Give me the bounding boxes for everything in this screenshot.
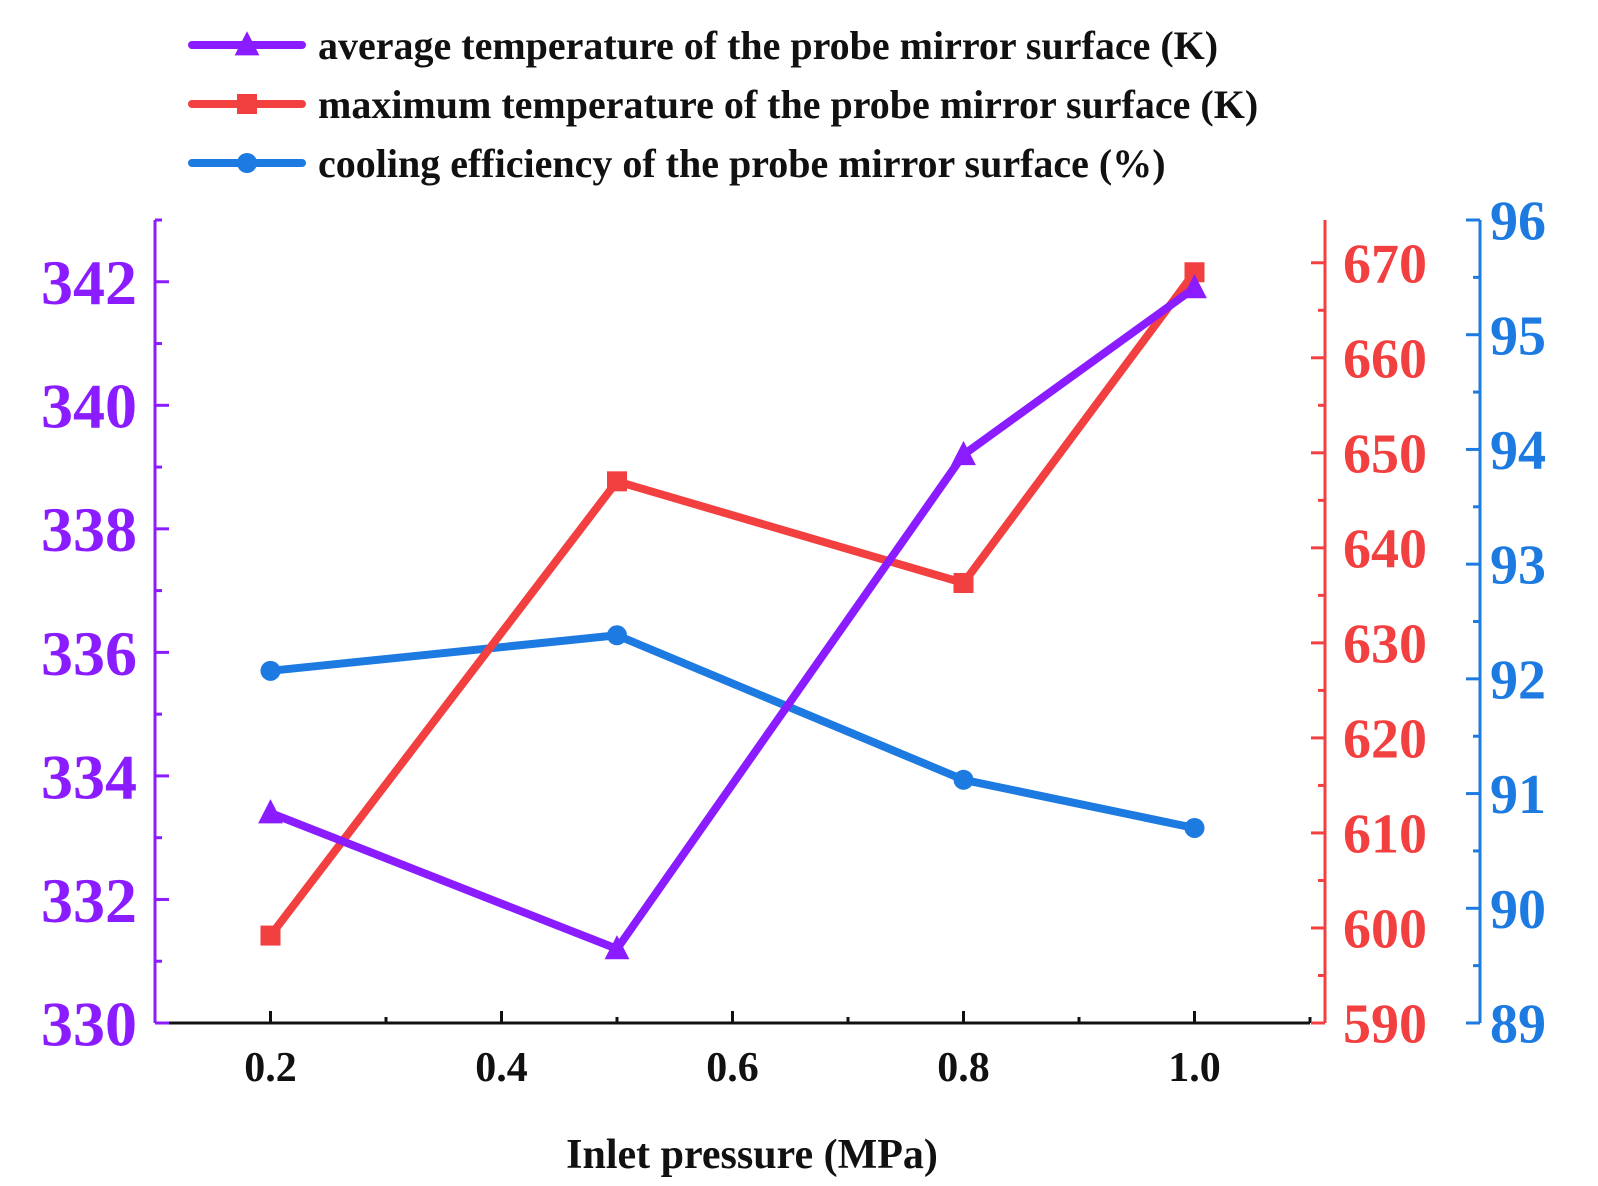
data-point-square: [953, 573, 974, 594]
legend-swatch-square-icon: [237, 94, 257, 114]
right1-tick-label: 630: [1343, 613, 1427, 675]
left-tick-label: 342: [41, 247, 137, 318]
right2-tick-label: 93: [1490, 535, 1546, 597]
x-tick-label: 0.2: [244, 1045, 297, 1091]
series-line-square: [266, 268, 1199, 940]
legend-label: maximum temperature of the probe mirror …: [318, 82, 1258, 127]
right1-tick-label: 590: [1343, 994, 1427, 1056]
right2-tick-label: 94: [1490, 420, 1546, 482]
series-line-triangle: [266, 283, 1199, 953]
right2-tick-label: 90: [1490, 879, 1546, 941]
data-point-triangle: [951, 440, 976, 466]
data-point-triangle: [604, 935, 630, 960]
x-tick-label: 0.4: [475, 1045, 528, 1091]
axes: 0.2 0.4 0.6 0.8 1.0 330 332 334 336 338 340 342 590 6…: [41, 191, 1546, 1091]
left-tick-label: 338: [41, 494, 137, 565]
left-tick-label: 334: [41, 741, 137, 812]
data-point-circle: [260, 660, 281, 681]
data-point-triangle: [258, 799, 283, 824]
data-point-square: [1184, 262, 1205, 283]
left-tick-label: 336: [41, 618, 137, 689]
left-tick-label: 332: [41, 865, 137, 936]
left-tick-label: 330: [41, 988, 137, 1059]
right1-tick-label: 660: [1343, 328, 1427, 390]
data-point-circle: [953, 769, 974, 790]
x-tick-label: 0.6: [706, 1045, 759, 1091]
x-tick-label: 1.0: [1168, 1045, 1221, 1091]
right2-tick-label: 91: [1490, 764, 1546, 826]
right1-tick-label: 670: [1343, 233, 1427, 295]
right2-tick-label: 92: [1490, 649, 1546, 711]
data-point-square: [607, 471, 627, 492]
x-tick-label: 0.8: [937, 1045, 990, 1091]
right1-tick-label: 600: [1343, 899, 1427, 961]
legend-swatch-circle-icon: [237, 153, 257, 173]
legend-swatch-triangle-icon: [234, 31, 260, 56]
data-point-triangle: [1182, 274, 1207, 299]
legend-label: average temperature of the probe mirror …: [318, 23, 1218, 68]
data-point-circle: [607, 625, 627, 646]
legend: average temperature of the probe mirror …: [188, 23, 1258, 186]
x-axis-label: Inlet pressure (MPa): [566, 1132, 938, 1178]
right1-tick-label: 610: [1343, 804, 1427, 866]
right2-tick-label: 95: [1490, 305, 1546, 367]
right1-tick-label: 620: [1343, 709, 1427, 771]
data-point-circle: [1184, 817, 1205, 838]
series-layer: [258, 262, 1207, 960]
data-point-square: [260, 925, 281, 946]
right1-tick-label: 640: [1343, 518, 1427, 580]
left-tick-label: 340: [41, 371, 137, 442]
right1-tick-label: 650: [1343, 423, 1427, 485]
right2-tick-label: 96: [1490, 191, 1546, 253]
legend-label: cooling efficiency of the probe mirror s…: [318, 141, 1166, 186]
series-line-circle: [266, 631, 1199, 832]
right2-tick-label: 89: [1490, 994, 1546, 1056]
